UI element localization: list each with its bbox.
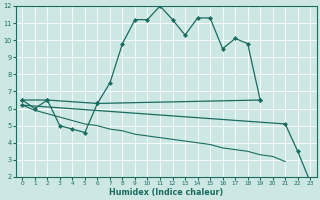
X-axis label: Humidex (Indice chaleur): Humidex (Indice chaleur): [109, 188, 223, 197]
